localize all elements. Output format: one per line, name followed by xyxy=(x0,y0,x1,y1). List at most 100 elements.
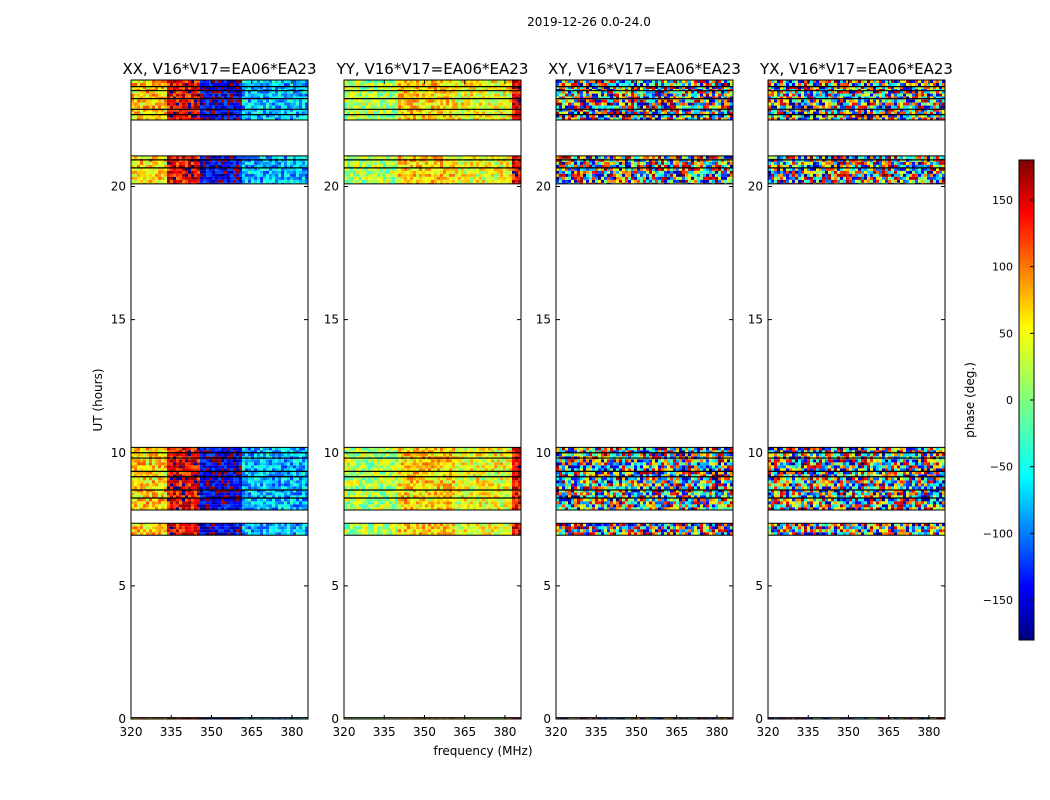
heatmap-cell xyxy=(356,447,359,451)
y-tick-label: 0 xyxy=(118,712,126,726)
heatmap-cell xyxy=(452,504,455,508)
heatmap-cell xyxy=(470,480,473,484)
heatmap-cell xyxy=(470,523,473,527)
heatmap-cell xyxy=(134,83,137,86)
heatmap-cell xyxy=(185,504,188,508)
heatmap-cell xyxy=(275,179,278,183)
heatmap-cell xyxy=(410,495,413,499)
heatmap-cell xyxy=(359,468,362,472)
heatmap-cell xyxy=(296,179,299,183)
heatmap-cell xyxy=(188,507,191,510)
heatmap-cell xyxy=(506,523,509,527)
heatmap-cell xyxy=(215,523,218,527)
heatmap-cell xyxy=(257,462,260,466)
x-tick-label: 350 xyxy=(200,725,223,739)
heatmap-cell xyxy=(374,483,377,487)
heatmap-cell xyxy=(416,477,419,481)
heatmap-cell xyxy=(434,507,437,510)
heatmap-cell xyxy=(488,164,491,168)
heatmap-cell xyxy=(236,173,239,177)
heatmap-cell xyxy=(200,468,203,472)
heatmap-cell xyxy=(221,501,224,505)
heatmap-cell xyxy=(518,717,521,719)
heatmap-cell xyxy=(392,483,395,487)
heatmap-cell xyxy=(449,164,452,168)
heatmap-cell xyxy=(245,161,248,165)
heatmap-cell xyxy=(449,161,452,165)
heatmap-cell xyxy=(365,471,368,475)
heatmap-cell xyxy=(146,474,149,478)
heatmap-cell xyxy=(386,495,389,499)
heatmap-cell xyxy=(236,507,239,510)
heatmap-cell xyxy=(401,161,404,165)
heatmap-cell xyxy=(473,483,476,487)
heatmap-cell xyxy=(491,155,494,159)
heatmap-cell xyxy=(137,507,140,510)
heatmap-cell xyxy=(152,99,155,103)
heatmap-cell xyxy=(191,480,194,484)
heatmap-cell xyxy=(257,90,260,94)
heatmap-cell xyxy=(206,93,209,97)
heatmap-cell xyxy=(131,453,134,457)
heatmap-cell xyxy=(215,526,218,530)
heatmap-cell xyxy=(296,532,299,536)
heatmap-cell xyxy=(194,80,197,83)
heatmap-cell xyxy=(296,459,299,463)
heatmap-cell xyxy=(140,86,143,89)
heatmap-cell xyxy=(464,459,467,463)
heatmap-cell xyxy=(437,526,440,530)
heatmap-cell xyxy=(350,459,353,463)
heatmap-cell xyxy=(176,717,179,719)
heatmap-cell xyxy=(464,170,467,174)
heatmap-cell xyxy=(239,114,242,118)
heatmap-cell xyxy=(296,523,299,527)
heatmap-cell xyxy=(263,108,266,112)
heatmap-cell xyxy=(416,176,419,180)
heatmap-cell xyxy=(131,99,134,103)
heatmap-cell xyxy=(377,155,380,159)
heatmap-cell xyxy=(392,507,395,510)
heatmap-cell xyxy=(455,489,458,493)
heatmap-cell xyxy=(146,486,149,490)
heatmap-cell xyxy=(500,462,503,466)
heatmap-cell xyxy=(350,498,353,502)
heatmap-cell xyxy=(209,465,212,469)
heatmap-cell xyxy=(188,155,191,159)
heatmap-cell xyxy=(257,179,260,183)
heatmap-cell xyxy=(245,93,248,97)
heatmap-cell xyxy=(131,471,134,475)
heatmap-cell xyxy=(407,170,410,174)
heatmap-cell xyxy=(503,492,506,496)
heatmap-cell xyxy=(386,504,389,508)
heatmap-cell xyxy=(416,155,419,159)
heatmap-cell xyxy=(473,523,476,527)
heatmap-cell xyxy=(455,167,458,171)
heatmap-cell xyxy=(233,86,236,89)
heatmap-cell xyxy=(248,170,251,174)
heatmap-cell xyxy=(185,501,188,505)
heatmap-cell xyxy=(215,471,218,475)
heatmap-cell xyxy=(221,468,224,472)
heatmap-cell xyxy=(302,179,305,183)
heatmap-cell xyxy=(305,495,308,499)
heatmap-cell xyxy=(230,164,233,168)
heatmap-cell xyxy=(149,105,152,109)
heatmap-cell xyxy=(242,498,245,502)
heatmap-cell xyxy=(248,114,251,118)
heatmap-cell xyxy=(281,161,284,165)
heatmap-cell xyxy=(305,717,308,719)
heatmap-cell xyxy=(146,498,149,502)
heatmap-cell xyxy=(389,489,392,493)
heatmap-cell xyxy=(356,529,359,533)
heatmap-cell xyxy=(293,462,296,466)
heatmap-cell xyxy=(305,501,308,505)
heatmap-cell xyxy=(158,161,161,165)
axes-frame xyxy=(130,79,309,720)
heatmap-cell xyxy=(263,93,266,97)
heatmap-cell xyxy=(230,450,233,454)
heatmap-cell xyxy=(272,114,275,118)
heatmap-cell xyxy=(155,170,158,174)
heatmap-cell xyxy=(434,459,437,463)
heatmap-cell xyxy=(497,453,500,457)
heatmap-cell xyxy=(134,532,137,536)
